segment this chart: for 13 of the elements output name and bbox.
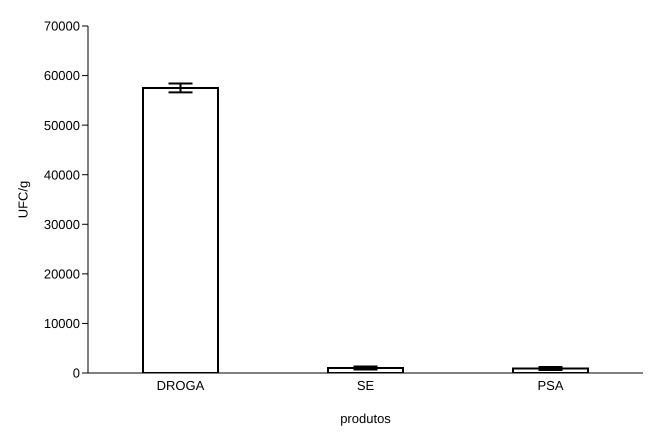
y-tick-label: 0 bbox=[72, 366, 80, 381]
x-axis-title: produtos bbox=[340, 411, 392, 426]
y-tick-label: 10000 bbox=[44, 316, 80, 332]
x-tick-label: SE bbox=[356, 378, 374, 394]
y-tick-label: 30000 bbox=[44, 216, 80, 232]
y-tick-label: 20000 bbox=[44, 266, 80, 282]
y-axis-title: UFC/g bbox=[16, 180, 31, 218]
x-tick-label: PSA bbox=[537, 378, 564, 394]
y-tick-label: 70000 bbox=[44, 18, 80, 34]
x-tick-label: DROGA bbox=[156, 378, 205, 394]
y-tick-label: 50000 bbox=[44, 118, 80, 133]
y-tick-label: 40000 bbox=[44, 167, 80, 182]
y-tick-label: 60000 bbox=[44, 68, 80, 84]
